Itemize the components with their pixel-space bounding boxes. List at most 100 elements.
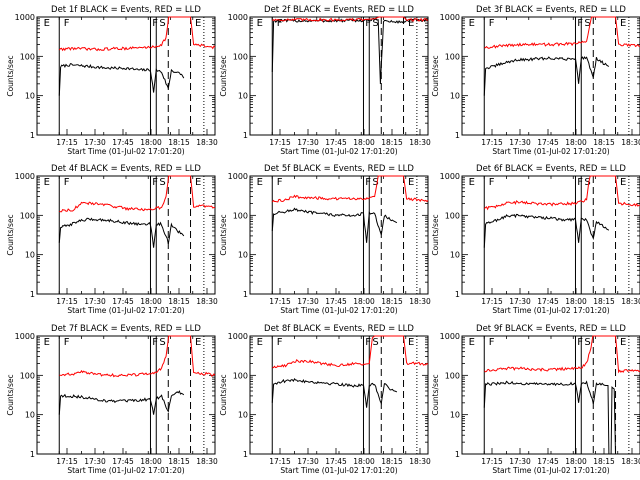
y-tick-label: 100 <box>445 371 460 380</box>
x-axis-title: Start Time (01-Jul-02 17:01:20) <box>67 466 184 475</box>
event-marker-letter: S <box>584 18 590 29</box>
x-tick-label: 18:30 <box>621 297 640 306</box>
panel-title: Det 9f BLACK = Events, RED = LLD <box>476 324 626 334</box>
x-axis-title: Start Time (01-Jul-02 17:01:20) <box>492 466 609 475</box>
event-marker-letter: F <box>64 337 70 348</box>
y-tick-label: 1 <box>455 290 460 299</box>
lld-series-line <box>58 16 216 52</box>
y-tick-label: 1 <box>30 450 35 459</box>
events-series-line <box>483 380 616 455</box>
y-tick-label: 1 <box>30 290 35 299</box>
event-marker-letter: E <box>408 18 414 29</box>
x-axis-title: Start Time (01-Jul-02 17:01:20) <box>280 306 397 315</box>
event-marker-letter: F <box>489 337 495 348</box>
y-tick-label: 1 <box>243 131 248 140</box>
lld-series-line <box>483 175 640 211</box>
x-tick-label: 17:30 <box>84 297 106 306</box>
event-marker-letter: S <box>584 177 590 188</box>
panel-3: Det 3f BLACK = Events, RED = LLD 1 10 100 10… <box>431 5 640 156</box>
event-marker-letter: E <box>195 177 201 188</box>
x-tick-label: 17:45 <box>112 138 134 147</box>
x-tick-label: 17:15 <box>481 457 503 466</box>
x-tick-label: 17:30 <box>509 457 531 466</box>
lld-series-line <box>484 16 640 49</box>
plot-frame <box>249 175 429 295</box>
event-marker-letter: E <box>257 18 263 29</box>
x-tick-label: 17:15 <box>56 138 78 147</box>
y-tick-label: 10 <box>450 251 460 260</box>
event-marker-letter: F <box>365 337 371 348</box>
event-marker-letter: E <box>257 177 263 188</box>
event-marker-letter: F <box>64 18 70 29</box>
event-marker-letter: F <box>577 337 583 348</box>
events-series-line <box>271 207 398 243</box>
x-tick-label: 17:15 <box>481 297 503 306</box>
event-marker-letter: F <box>64 177 70 188</box>
plot-frame <box>461 335 640 455</box>
y-tick-label: 1000 <box>440 332 460 341</box>
y-tick-label: 100 <box>445 52 460 61</box>
x-tick-label: 18:30 <box>196 457 218 466</box>
events-series-line <box>483 56 610 96</box>
x-tick-label: 18:00 <box>140 138 162 147</box>
y-tick-label: 1000 <box>228 13 248 22</box>
event-marker-letter: S <box>159 18 165 29</box>
panel-7: Det 7f BLACK = Events, RED = LLD 1 10 100 10… <box>6 324 218 475</box>
event-marker-letter: E <box>257 337 263 348</box>
x-tick-label: 17:30 <box>84 457 106 466</box>
x-axis-title: Start Time (01-Jul-02 17:01:20) <box>280 147 397 156</box>
event-marker-letter: E <box>620 177 626 188</box>
y-axis-title: Counts/sec <box>6 55 15 96</box>
x-tick-label: 17:15 <box>56 297 78 306</box>
x-tick-label: 18:00 <box>565 138 587 147</box>
x-tick-label: 17:30 <box>297 138 319 147</box>
lld-series-line <box>272 16 429 22</box>
x-tick-label: 17:45 <box>112 457 134 466</box>
event-marker-letter: F <box>152 18 158 29</box>
panel-6: Det 6f BLACK = Events, RED = LLD 1 10 100 10… <box>431 164 640 315</box>
event-marker-letter: F <box>365 18 371 29</box>
y-tick-label: 10 <box>238 251 248 260</box>
x-tick-label: 17:30 <box>297 457 319 466</box>
event-marker-letter: E <box>44 18 50 29</box>
y-axis-title: Counts/sec <box>6 214 15 255</box>
event-marker-letter: F <box>277 18 283 29</box>
y-tick-label: 1 <box>243 450 248 459</box>
panel-4: Det 4f BLACK = Events, RED = LLD 1 10 100 10… <box>6 164 218 315</box>
x-tick-label: 17:15 <box>481 138 503 147</box>
x-tick-label: 17:15 <box>269 138 291 147</box>
event-marker-letter: S <box>159 177 165 188</box>
x-tick-label: 17:45 <box>325 457 347 466</box>
lld-series-line <box>483 335 640 374</box>
y-tick-label: 100 <box>233 52 248 61</box>
y-tick-label: 10 <box>25 251 35 260</box>
event-marker-letter: F <box>577 177 583 188</box>
panel-title: Det 4f BLACK = Events, RED = LLD <box>51 164 201 174</box>
event-marker-letter: F <box>577 18 583 29</box>
x-tick-label: 18:00 <box>140 297 162 306</box>
y-tick-label: 10 <box>450 92 460 101</box>
panel-title: Det 8f BLACK = Events, RED = LLD <box>264 324 414 334</box>
event-marker-letter: S <box>584 337 590 348</box>
panel-title: Det 1f BLACK = Events, RED = LLD <box>51 5 201 15</box>
panel-9: Det 9f BLACK = Events, RED = LLD 1 10 100 10… <box>431 324 640 475</box>
x-tick-label: 17:45 <box>537 138 559 147</box>
x-axis-title: Start Time (01-Jul-02 17:01:20) <box>280 466 397 475</box>
x-tick-label: 17:30 <box>509 138 531 147</box>
event-marker-letter: E <box>195 337 201 348</box>
panel-1: Det 1f BLACK = Events, RED = LLD 1 10 100 10… <box>6 5 218 156</box>
lld-series-line <box>59 335 216 378</box>
x-tick-label: 18:30 <box>409 457 431 466</box>
x-tick-label: 17:45 <box>325 138 347 147</box>
event-marker-letter: F <box>277 337 283 348</box>
y-tick-label: 1 <box>455 450 460 459</box>
y-tick-label: 100 <box>233 211 248 220</box>
event-marker-letter: F <box>277 177 283 188</box>
panel-title: Det 7f BLACK = Events, RED = LLD <box>51 324 201 334</box>
y-tick-label: 1000 <box>15 13 35 22</box>
x-tick-label: 18:00 <box>353 297 375 306</box>
y-tick-label: 1000 <box>15 172 35 181</box>
y-tick-label: 1 <box>455 131 460 140</box>
event-marker-letter: S <box>372 337 378 348</box>
plot-frame <box>36 16 216 136</box>
